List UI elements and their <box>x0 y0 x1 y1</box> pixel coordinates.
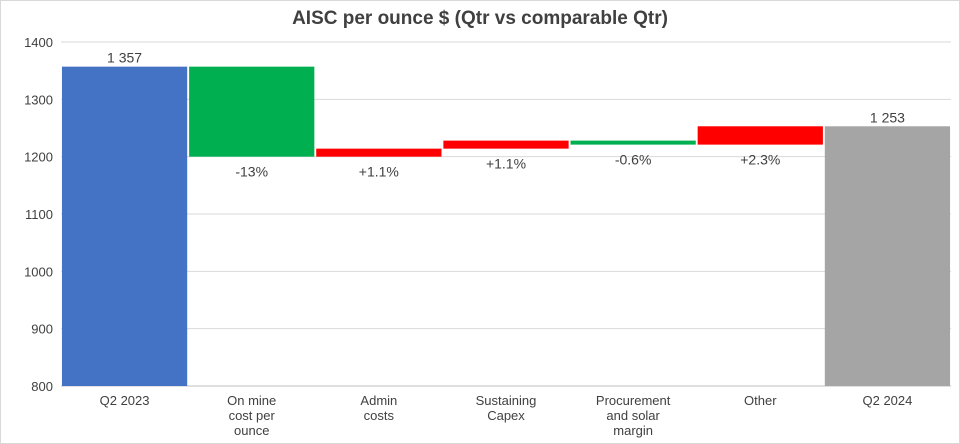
category-label: Sustaining Capex <box>476 393 537 423</box>
category-label-line: ounce <box>234 423 269 438</box>
category-label-line: margin <box>613 423 653 438</box>
chart-title: AISC per ounce $ (Qtr vs comparable Qtr) <box>292 8 668 29</box>
delta-bar <box>189 66 315 157</box>
data-label: +1.1% <box>359 164 399 180</box>
total-bar <box>61 66 188 387</box>
delta-bar <box>570 140 696 145</box>
y-tick-label: 1000 <box>24 264 53 279</box>
data-label: +1.1% <box>486 156 526 172</box>
category-label-line: On mine <box>227 393 276 408</box>
y-tick-label: 1300 <box>24 92 53 107</box>
data-labels: 1 357 -13% +1.1% +1.1% -0.6% +2.3% 1 253 <box>107 50 905 180</box>
data-label: +2.3% <box>740 152 780 168</box>
delta-bar <box>443 140 569 149</box>
y-tick-label: 1200 <box>24 150 53 165</box>
delta-bar <box>697 126 823 145</box>
category-label-line: Q2 2024 <box>862 393 912 408</box>
y-tick-label: 1100 <box>25 207 53 222</box>
delta-bar <box>316 148 442 157</box>
category-label-line: Capex <box>487 408 525 423</box>
y-tick-label: 1400 <box>24 35 53 50</box>
data-label: -0.6% <box>615 152 652 168</box>
category-label-line: Other <box>744 393 777 408</box>
category-label: Other <box>744 393 777 408</box>
category-label-line: Q2 2023 <box>100 393 150 408</box>
data-label: 1 253 <box>870 109 905 125</box>
data-label: -13% <box>235 164 268 180</box>
category-label-line: costs <box>364 408 395 423</box>
y-tick-label: 900 <box>31 322 53 337</box>
category-label: Q2 2023 <box>100 393 150 408</box>
bars <box>61 66 951 387</box>
category-label: Admin costs <box>360 393 397 423</box>
category-label: Q2 2024 <box>862 393 912 408</box>
y-axis-ticks: 800 900 1000 1100 1200 1300 1400 <box>24 35 53 394</box>
category-labels: Q2 2023 On mine cost per ounce Admin costs Sus… <box>100 393 913 438</box>
category-label-line: Sustaining <box>476 393 537 408</box>
category-label: Procurement and solar margin <box>596 393 671 438</box>
data-label: 1 357 <box>107 50 142 66</box>
category-label-line: Admin <box>360 393 397 408</box>
category-label-line: cost per <box>229 408 276 423</box>
category-label: On mine cost per ounce <box>227 393 276 438</box>
category-label-line: and solar <box>606 408 660 423</box>
y-tick-label: 800 <box>31 379 53 394</box>
category-label-line: Procurement <box>596 393 671 408</box>
total-bar <box>824 126 951 386</box>
